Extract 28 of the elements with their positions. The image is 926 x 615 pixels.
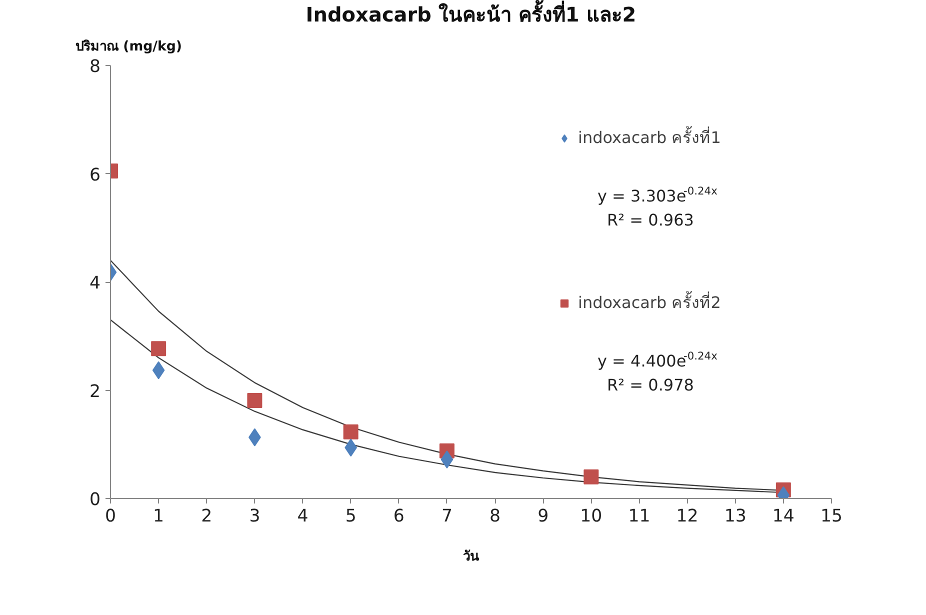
y-tick-label: 0 [89, 490, 101, 510]
x-tick-label: 2 [201, 506, 212, 526]
legend-label: indoxacarb ครั้งที่1 [578, 125, 721, 149]
x-tick-label: 14 [772, 506, 794, 526]
chart-title: Indoxacarb ในคะน้า ครั้งที่1 และ2 [306, 0, 636, 26]
legend-label: indoxacarb ครั้งที่2 [578, 290, 721, 314]
y-tick-label: 2 [89, 382, 101, 402]
x-tick-label: 10 [580, 506, 602, 526]
x-tick-label: 9 [538, 506, 549, 526]
x-tick-label: 4 [297, 506, 308, 526]
annotation: R² = 0.963 [607, 210, 694, 230]
x-tick-label: 0 [104, 506, 116, 526]
annotation: R² = 0.978 [607, 376, 694, 394]
x-tick-label: 7 [441, 506, 452, 526]
x-tick-label: 8 [490, 506, 501, 526]
y-tick-label: 8 [89, 57, 101, 77]
x-tick-label: 12 [676, 506, 698, 526]
x-tick-label: 13 [724, 506, 746, 526]
x-axis-title: วัน [463, 550, 480, 564]
y-tick-label: 4 [89, 274, 101, 294]
x-tick-label: 15 [820, 506, 843, 526]
x-tick-label: 6 [393, 506, 404, 526]
x-tick-label: 11 [628, 506, 650, 526]
x-tick-label: 1 [153, 506, 164, 526]
x-tick-label: 3 [249, 506, 260, 526]
y-tick-label: 6 [89, 165, 101, 186]
y-axis-title: ปริมาณ (mg/kg) [76, 38, 182, 54]
x-tick-label: 5 [345, 506, 356, 526]
